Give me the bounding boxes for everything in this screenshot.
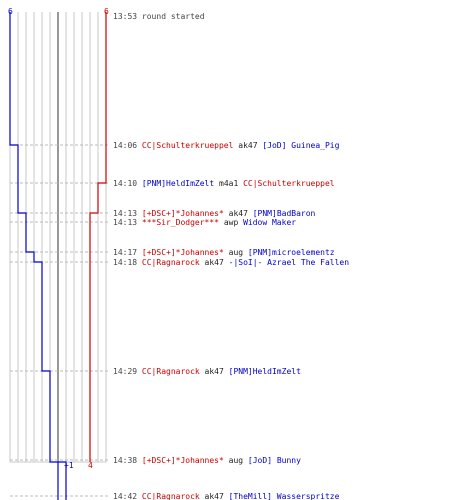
killer-name: [PNM]HeldImZelt	[142, 179, 214, 188]
killer-name: [+DSC+]*Johannes*	[142, 248, 224, 257]
blue-score-end: +1	[64, 461, 74, 470]
killer-name: [+DSC+]*Johannes*	[142, 456, 224, 465]
victim-name: CC|Schulterkrueppel	[243, 179, 335, 188]
victim-name: [TheMill] Wasserspritze	[229, 492, 340, 500]
victim-name: [PNM]microelementz	[248, 248, 335, 257]
weapon-name: awp	[224, 218, 239, 227]
weapon-name: aug	[229, 248, 244, 257]
weapon-name: aug	[229, 456, 244, 465]
weapon-name: ak47	[205, 492, 224, 500]
event-time: 14:17	[113, 248, 137, 257]
kill-log-line: 14:06 CC|Schulterkrueppel ak47 [JoD] Gui…	[113, 141, 340, 150]
event-time: 14:06	[113, 141, 137, 150]
kill-log-line: 14:17 [+DSC+]*Johannes* aug [PNM]microel…	[113, 248, 335, 257]
event-time: 14:10	[113, 179, 137, 188]
victim-name: -|SoI|- Azrael The Fallen	[229, 258, 350, 267]
killer-name: CC|Ragnarock	[142, 492, 200, 500]
blue-team-tail-line	[58, 461, 67, 500]
weapon-name: ak47	[205, 258, 224, 267]
kill-log-line: 14:42 CC|Ragnarock ak47 [TheMill] Wasser…	[113, 492, 340, 500]
event-time: 14:18	[113, 258, 137, 267]
weapon-name: m4a1	[219, 179, 238, 188]
event-time: 14:38	[113, 456, 137, 465]
red-score-start: 6	[104, 7, 109, 16]
event-time: 14:42	[113, 492, 137, 500]
kill-log-line: 14:18 CC|Ragnarock ak47 -|SoI|- Azrael T…	[113, 258, 349, 267]
killer-name: CC|Ragnarock	[142, 367, 200, 376]
weapon-name: ak47	[229, 209, 248, 218]
red-score-end: 4	[88, 461, 93, 470]
kill-log-line: 14:38 [+DSC+]*Johannes* aug [JoD] Bunny	[113, 456, 301, 465]
victim-name: [JoD] Guinea_Pig	[262, 141, 339, 150]
victim-name: [PNM]BadBaron	[253, 209, 316, 218]
killer-name: [+DSC+]*Johannes*	[142, 209, 224, 218]
weapon-name: ak47	[238, 141, 257, 150]
killer-name: CC|Ragnarock	[142, 258, 200, 267]
blue-team-step-line	[9, 12, 59, 500]
victim-name: [PNM]HeldImZelt	[229, 367, 301, 376]
killer-name: CC|Schulterkrueppel	[142, 141, 234, 150]
red-team-step-line	[89, 12, 107, 462]
kill-log-line: 14:13 ***Sir_Dodger*** awp Widow Maker	[113, 218, 296, 227]
killer-name: ***Sir_Dodger***	[142, 218, 219, 227]
event-time: 14:13	[113, 218, 137, 227]
event-time: 13:53	[113, 12, 137, 21]
kill-log-line: 14:10 [PNM]HeldImZelt m4a1 CC|Schulterkr…	[113, 179, 335, 188]
victim-name: Widow Maker	[243, 218, 296, 227]
weapon-name: ak47	[205, 367, 224, 376]
blue-score-start: 6	[8, 7, 13, 16]
event-text: round started	[142, 12, 205, 21]
victim-name: [JoD] Bunny	[248, 456, 301, 465]
event-time: 14:13	[113, 209, 137, 218]
kill-log-line: 14:13 [+DSC+]*Johannes* ak47 [PNM]BadBar…	[113, 209, 316, 218]
kill-log-line: 14:29 CC|Ragnarock ak47 [PNM]HeldImZelt	[113, 367, 301, 376]
kill-log-line: 13:53 round started	[113, 12, 205, 21]
event-time: 14:29	[113, 367, 137, 376]
